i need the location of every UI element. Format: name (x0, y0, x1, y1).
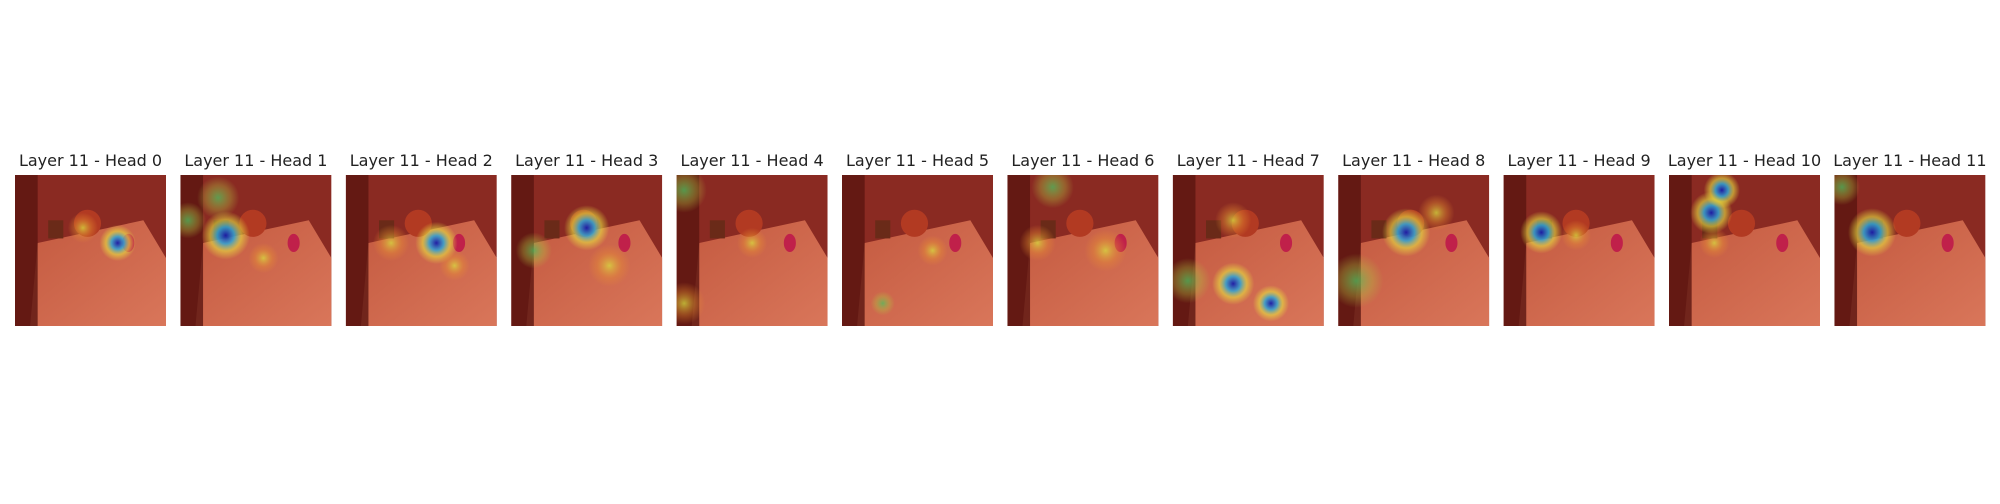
heatmap-image (511, 175, 663, 326)
scene-box (875, 220, 891, 239)
attention-blob (676, 282, 706, 325)
scene-pot (1727, 209, 1756, 237)
attention-blob (737, 227, 768, 259)
scene-cup (1941, 233, 1954, 253)
scene-left (842, 175, 865, 326)
scene-cup (618, 233, 631, 253)
scene-left (1834, 175, 1858, 326)
scene-box (48, 220, 64, 239)
scene-left (1669, 175, 1692, 326)
attention-blob (1252, 285, 1290, 322)
panel-title: Layer 11 - Head 10 (1668, 151, 1821, 170)
attention-blob (1381, 208, 1431, 257)
panel-title: Layer 11 - Head 11 (1833, 151, 1986, 170)
scene-cup (949, 233, 962, 253)
scene-cup (287, 233, 300, 253)
attention-blob (201, 211, 250, 260)
heatmap-image (842, 175, 993, 326)
attention-blob (197, 176, 240, 219)
scene-left (345, 175, 369, 326)
attention-blob (588, 244, 631, 287)
heatmap-image (1172, 175, 1324, 326)
attention-blob (372, 224, 410, 262)
scene-cup (783, 233, 796, 253)
panel-title: Layer 11 - Head 8 (1342, 151, 1485, 170)
attention-blob (870, 291, 895, 316)
attention-blob (1847, 208, 1897, 257)
panel-title: Layer 11 - Head 2 (350, 151, 493, 170)
scene-pot (1066, 209, 1094, 237)
attention-blob (1699, 227, 1730, 259)
scene-left (1172, 175, 1196, 326)
attention-blob (99, 224, 136, 262)
panel-title: Layer 11 - Head 7 (1177, 151, 1320, 170)
panel-title: Layer 11 - Head 0 (19, 151, 162, 170)
heatmap-image (180, 175, 332, 326)
heatmap-image (1338, 175, 1490, 326)
attention-blob (439, 250, 470, 281)
scene-cup (1445, 233, 1458, 253)
scene-cup (1280, 233, 1293, 253)
heatmap-image (676, 175, 828, 326)
panel-title: Layer 11 - Head 3 (515, 151, 658, 170)
attention-blob (1212, 262, 1255, 305)
panel-title: Layer 11 - Head 5 (846, 151, 989, 170)
attention-blob (564, 205, 610, 251)
scene-left (1007, 175, 1031, 326)
attention-blob (1338, 253, 1384, 308)
attention-blob (248, 242, 279, 274)
attention-blob (1703, 175, 1740, 209)
attention-blob (1418, 194, 1455, 231)
attention-blob (1172, 258, 1211, 304)
attention-blob (917, 235, 948, 266)
attention-blob (180, 202, 207, 239)
attention-blob (676, 175, 707, 213)
scene-pot (1893, 209, 1921, 237)
attention-blob (1031, 175, 1074, 209)
attention-blob (1019, 224, 1056, 262)
scene-cup (1610, 233, 1623, 253)
attention-blob (1560, 220, 1592, 251)
panel-title: Layer 11 - Head 9 (1508, 151, 1651, 170)
heatmap-image (1834, 175, 1986, 326)
scene-left (1503, 175, 1527, 326)
panel-title: Layer 11 - Head 4 (681, 151, 824, 170)
heatmap-image (1503, 175, 1655, 326)
attention-blob (1834, 175, 1861, 206)
panel-title: Layer 11 - Head 1 (184, 151, 327, 170)
attention-blob (515, 232, 552, 269)
attention-blob (67, 212, 99, 243)
heatmap-image (15, 175, 166, 326)
panel-title: Layer 11 - Head 6 (1011, 151, 1154, 170)
scene-cup (1776, 233, 1789, 253)
attention-blob (1215, 202, 1252, 239)
scene-box (709, 220, 725, 239)
scene-box (544, 220, 560, 239)
scene-left (15, 175, 38, 326)
attention-blob (1084, 229, 1127, 272)
heatmap-image (1007, 175, 1159, 326)
scene-pot (900, 209, 929, 237)
heatmap-image (1669, 175, 1820, 326)
heatmap-image (345, 175, 497, 326)
attention-blob (1520, 211, 1563, 254)
